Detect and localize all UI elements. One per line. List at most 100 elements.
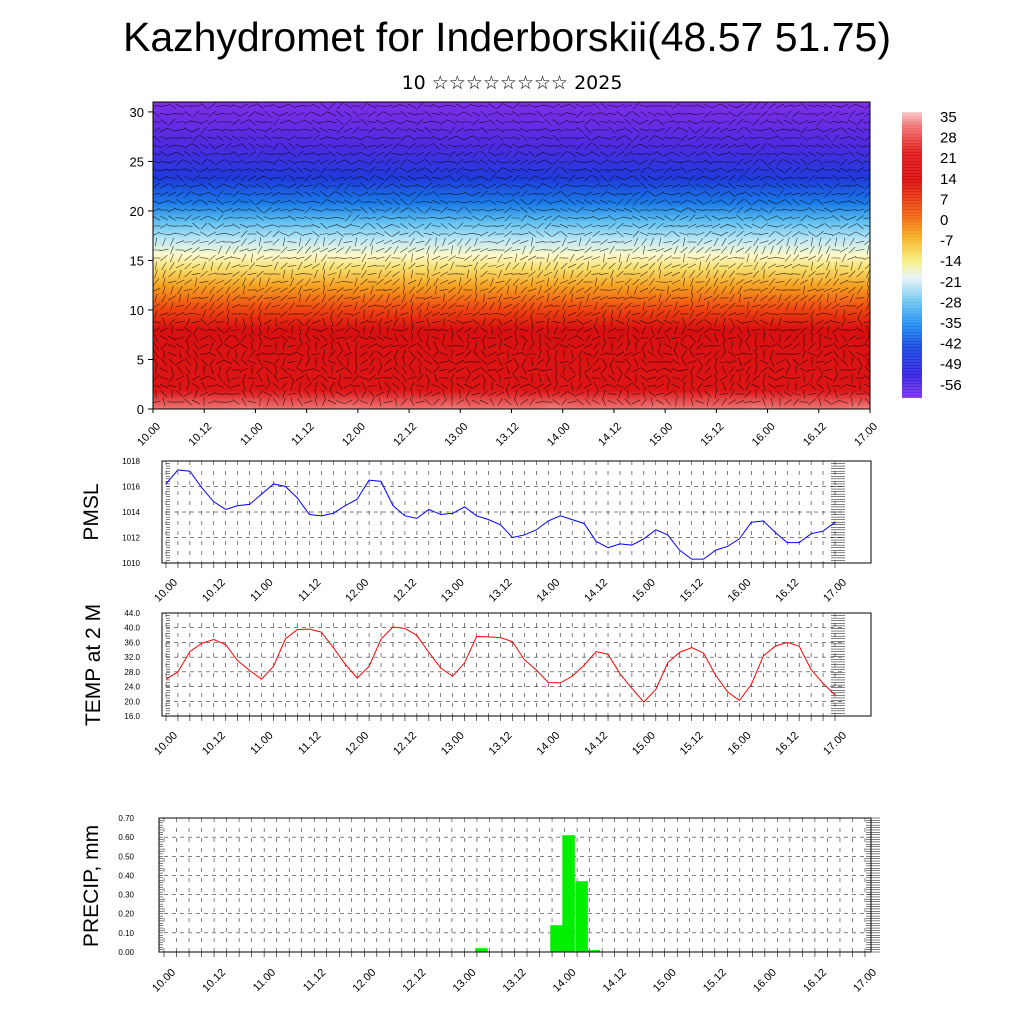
wind-vector (760, 142, 768, 150)
x-tick-label: 13.12 (487, 730, 515, 758)
wind-vector (272, 230, 280, 238)
wind-vector (191, 313, 201, 315)
wind-vector (512, 366, 520, 374)
wind-vector (815, 136, 825, 140)
wind-vector (266, 373, 270, 383)
wind-vector (344, 191, 352, 197)
wind-vector (384, 358, 392, 366)
wind-vector (759, 153, 769, 155)
wind-vector (479, 175, 489, 181)
wind-vector (175, 151, 185, 157)
wind-vector (480, 270, 488, 278)
wind-vector (719, 103, 729, 109)
wind-vector (167, 335, 177, 341)
x-tick-label: 15.00 (630, 577, 658, 605)
wind-vector (545, 357, 551, 367)
wind-vector (367, 216, 377, 220)
wind-vector (575, 233, 585, 235)
wind-vector (232, 278, 240, 286)
wind-vector (226, 373, 230, 383)
x-tick-label: 17.00 (851, 967, 879, 995)
wind-vector (775, 199, 785, 205)
wind-vector (232, 190, 240, 198)
wind-vector (459, 389, 461, 399)
wind-vector (819, 301, 821, 311)
wind-vector (361, 381, 367, 391)
wind-vector (721, 365, 727, 375)
wind-vector (751, 400, 761, 404)
wind-vector (159, 112, 169, 116)
wind-vector (401, 381, 407, 391)
wind-vector (520, 134, 528, 142)
wind-vector (425, 373, 431, 383)
wind-vector (583, 216, 593, 220)
wind-vector (402, 317, 406, 327)
wind-vector (247, 160, 257, 164)
wind-vector (363, 309, 365, 319)
wind-vector (463, 383, 473, 389)
wind-vector (343, 399, 353, 405)
wind-vector (368, 294, 376, 302)
wind-vector (610, 365, 614, 375)
wind-vector (697, 389, 703, 399)
wind-vector (447, 119, 457, 125)
wind-vector (831, 105, 841, 107)
wind-vector (303, 167, 313, 173)
wind-vector (783, 152, 793, 156)
wind-vector (848, 150, 856, 158)
wind-vector (690, 285, 694, 295)
wind-vector (688, 175, 696, 181)
wind-vector (711, 223, 721, 229)
wind-vector (799, 143, 809, 149)
wind-vector (400, 110, 408, 118)
wind-vector (727, 312, 737, 316)
wind-vector (512, 199, 520, 205)
wind-vector (416, 118, 424, 126)
wind-vector (431, 128, 441, 132)
wind-vector (185, 349, 191, 359)
wind-vector (655, 136, 665, 140)
wind-vector (736, 110, 744, 118)
x-tick-label: 10.12 (186, 421, 214, 449)
wind-vector (624, 278, 632, 286)
wind-vector (615, 169, 625, 171)
wind-vector (528, 175, 536, 181)
wind-vector (663, 136, 673, 140)
wind-vector (167, 312, 177, 316)
wind-vector (327, 129, 337, 131)
wind-vector (736, 382, 744, 390)
wind-vector (194, 277, 198, 287)
wind-vector (640, 358, 648, 366)
wind-vector (729, 317, 735, 327)
wind-vector (583, 161, 593, 163)
x-tick-label: 15.00 (651, 967, 679, 995)
wind-vector (664, 110, 672, 118)
wind-vector (360, 182, 368, 190)
wind-vector (431, 231, 441, 237)
wind-vector (551, 295, 561, 301)
wind-vector (287, 313, 297, 315)
wind-vector (584, 246, 592, 254)
wind-vector (831, 152, 841, 156)
wind-vector (298, 381, 302, 391)
wind-vector (633, 262, 639, 270)
wind-vector (361, 389, 367, 399)
wind-vector (832, 326, 840, 334)
wind-vector (311, 328, 321, 332)
wind-vector (631, 320, 641, 324)
wind-vector (607, 105, 617, 107)
wind-vector (403, 269, 405, 279)
wind-vector (567, 191, 577, 197)
wind-vector (850, 357, 854, 367)
wind-vector (392, 231, 400, 237)
wind-vector (256, 294, 264, 302)
wind-vector (471, 169, 481, 171)
wind-vector (184, 262, 192, 270)
wind-vector (617, 366, 623, 374)
wind-vector (257, 301, 263, 311)
wind-vector (354, 277, 358, 287)
wind-vector (511, 225, 521, 227)
wind-vector (559, 177, 569, 179)
wind-vector (544, 287, 552, 293)
wind-vector (593, 286, 599, 294)
